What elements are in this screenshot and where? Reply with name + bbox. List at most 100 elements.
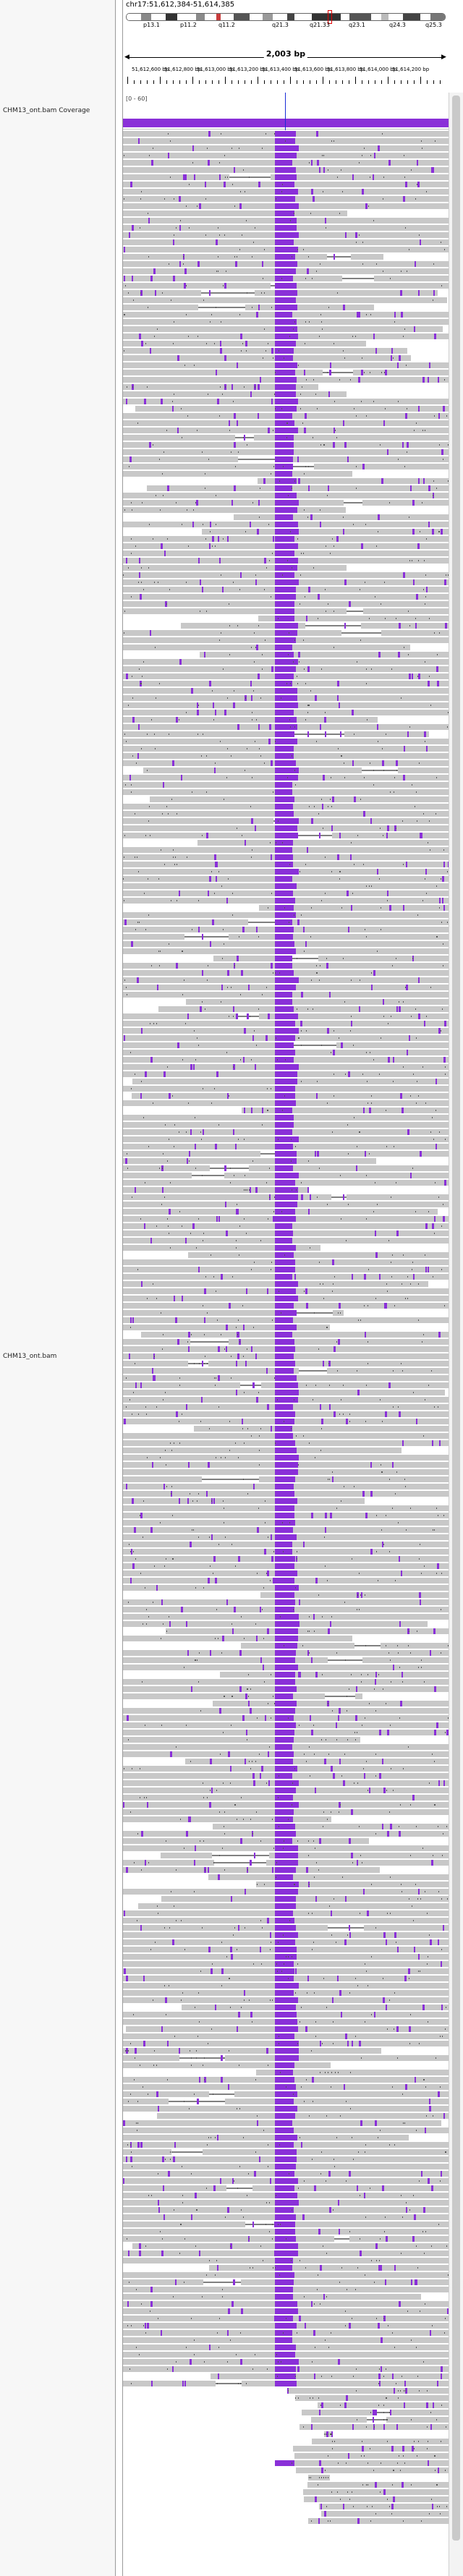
read-row[interactable] (123, 1570, 449, 1576)
read-row[interactable] (123, 305, 374, 310)
read-row[interactable] (123, 1129, 449, 1135)
read-row[interactable] (319, 2504, 449, 2509)
read-row[interactable] (123, 934, 449, 940)
read-row[interactable] (123, 1216, 449, 1222)
read-row[interactable] (123, 1136, 449, 1142)
read-row[interactable] (123, 333, 449, 339)
read-row[interactable] (123, 948, 449, 954)
read-row[interactable] (123, 2352, 449, 2358)
read-row[interactable] (150, 796, 449, 802)
read-row[interactable] (123, 2308, 449, 2314)
read-row[interactable] (123, 435, 449, 441)
read-row[interactable] (123, 1802, 449, 1808)
read-row[interactable] (123, 2345, 449, 2350)
read-row[interactable] (123, 1397, 449, 1403)
read-row[interactable] (123, 1607, 449, 1612)
read-row[interactable] (123, 1274, 449, 1280)
read-row[interactable] (123, 232, 449, 238)
read-row[interactable] (260, 1592, 449, 1598)
read-row[interactable] (123, 247, 449, 252)
read-row[interactable] (256, 1882, 449, 1887)
read-row[interactable] (123, 1071, 449, 1077)
read-row[interactable] (123, 2171, 449, 2177)
read-row[interactable] (123, 1238, 449, 1244)
read-row[interactable] (123, 2156, 449, 2162)
read-row[interactable] (123, 919, 449, 925)
vertical-scrollbar[interactable] (449, 93, 463, 2576)
read-row[interactable] (123, 724, 449, 730)
read-row[interactable] (123, 2236, 449, 2242)
read-row[interactable] (143, 768, 449, 773)
read-row[interactable] (123, 268, 449, 274)
read-row[interactable] (123, 1057, 449, 1063)
read-row[interactable] (123, 912, 449, 918)
read-row[interactable] (123, 1795, 449, 1801)
read-row[interactable] (123, 326, 443, 332)
read-row[interactable] (123, 753, 449, 759)
read-row[interactable] (123, 1505, 449, 1511)
read-row[interactable] (123, 2214, 449, 2220)
read-row[interactable] (123, 536, 449, 542)
read-row[interactable] (123, 500, 449, 506)
read-row[interactable] (123, 587, 449, 592)
read-row[interactable] (123, 297, 447, 303)
read-row[interactable] (123, 290, 438, 296)
read-row[interactable] (123, 1860, 449, 1866)
read-row[interactable] (123, 1455, 449, 1461)
read-row[interactable] (123, 1419, 449, 1424)
read-row[interactable] (123, 1296, 449, 1301)
read-row[interactable] (123, 160, 449, 166)
read-row[interactable] (123, 2200, 449, 2206)
read-row[interactable] (123, 1187, 309, 1193)
read-row[interactable] (123, 348, 407, 354)
read-row[interactable] (312, 2439, 449, 2444)
read-row[interactable] (123, 1310, 344, 1316)
read-row[interactable] (208, 1874, 449, 1880)
read-row[interactable] (123, 1165, 449, 1171)
read-row[interactable] (123, 2359, 449, 2365)
read-row[interactable] (123, 869, 449, 875)
read-row[interactable] (123, 710, 449, 715)
read-row[interactable] (123, 2381, 449, 2386)
read-row[interactable] (123, 1375, 449, 1381)
read-row[interactable] (123, 1997, 449, 2003)
read-row[interactable] (123, 1013, 449, 1019)
read-row[interactable] (123, 811, 449, 817)
read-row[interactable] (123, 1346, 449, 1352)
read-row[interactable] (123, 1831, 449, 1837)
read-row[interactable] (123, 1382, 449, 1388)
read-row[interactable] (123, 1021, 449, 1026)
read-row[interactable] (123, 1513, 449, 1518)
read-row[interactable] (123, 1194, 449, 1200)
read-row[interactable] (123, 1780, 449, 1786)
read-row[interactable] (123, 1556, 449, 1562)
read-row[interactable] (123, 847, 449, 853)
read-row[interactable] (318, 2402, 449, 2408)
read-row[interactable] (123, 449, 449, 455)
read-row[interactable] (123, 2091, 449, 2097)
read-row[interactable] (123, 2185, 449, 2191)
read-row[interactable] (123, 2337, 449, 2343)
alignment-track-label[interactable]: CHM13_ont.bam (3, 1353, 57, 1360)
read-row[interactable] (123, 218, 449, 224)
read-row[interactable] (123, 2222, 449, 2227)
read-row[interactable] (123, 1990, 449, 1996)
read-row[interactable] (123, 2258, 449, 2263)
read-row[interactable] (123, 637, 449, 643)
read-row[interactable] (123, 1947, 449, 1952)
read-row[interactable] (123, 362, 449, 368)
read-row[interactable] (123, 2099, 449, 2104)
read-row[interactable] (123, 1433, 449, 1439)
chromosome-ideogram[interactable] (126, 13, 446, 21)
read-row[interactable] (311, 2417, 449, 2423)
read-row[interactable] (202, 529, 449, 535)
read-row[interactable] (123, 927, 449, 932)
read-row[interactable] (123, 565, 347, 571)
read-row[interactable] (123, 2084, 449, 2090)
read-row[interactable] (123, 2294, 421, 2300)
read-row[interactable] (123, 1303, 449, 1309)
read-row[interactable] (123, 2106, 449, 2112)
alignment-track[interactable] (123, 130, 449, 2576)
read-row[interactable] (123, 862, 449, 867)
read-row[interactable] (123, 1086, 449, 1092)
